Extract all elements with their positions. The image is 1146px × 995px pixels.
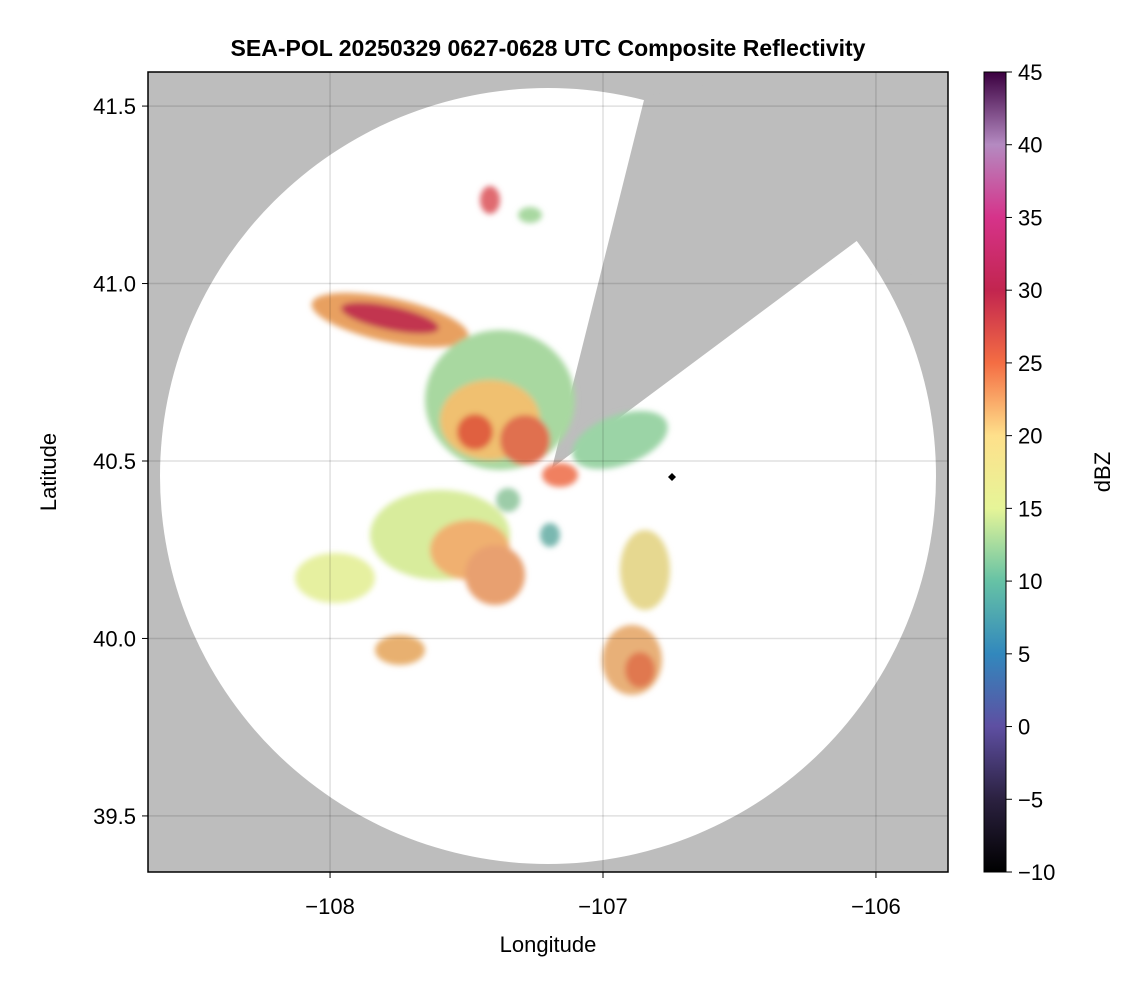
colorbar-tick-label: 35 (1018, 205, 1042, 230)
colorbar-tick-label: 45 (1018, 60, 1042, 85)
echo (375, 635, 425, 665)
radar-site (668, 473, 676, 481)
colorbar-label: dBZ (1090, 452, 1115, 492)
echo (500, 415, 550, 465)
colorbar (983, 71, 1007, 873)
plot-frame (147, 71, 949, 873)
echoes (295, 186, 670, 695)
x-tick-label: −108 (305, 894, 355, 919)
colorbar-tick-label: 40 (1018, 133, 1042, 158)
colorbar-tick-label: −5 (1018, 787, 1043, 812)
y-tick-label: 39.5 (93, 804, 136, 829)
colorbar-tick-label: 20 (1018, 424, 1042, 449)
echo (496, 488, 520, 512)
x-tick-label: −107 (578, 894, 628, 919)
blocked-sector (552, 72, 948, 468)
echo (542, 463, 578, 487)
y-tick-label: 40.0 (93, 626, 136, 651)
echo (572, 410, 668, 470)
echo (620, 530, 670, 610)
chart-title: SEA-POL 20250329 0627-0628 UTC Composite… (231, 35, 866, 61)
colorbar-tick-label: 15 (1018, 496, 1042, 521)
echo (457, 414, 493, 450)
colorbar-tick-label: −10 (1018, 860, 1055, 885)
echo (480, 186, 500, 214)
y-tick-label: 41.5 (93, 94, 136, 119)
x-tick-label: −106 (851, 894, 901, 919)
echo (540, 523, 560, 547)
colorbar-tick-label: 5 (1018, 642, 1030, 667)
colorbar-tick-label: 10 (1018, 569, 1042, 594)
x-axis-label: Longitude (500, 932, 597, 957)
echo (625, 652, 655, 688)
y-tick-label: 40.5 (93, 449, 136, 474)
y-axis-label: Latitude (36, 433, 61, 511)
echo (341, 302, 439, 334)
colorbar-tick-label: 25 (1018, 351, 1042, 376)
colorbar-tick-label: 30 (1018, 278, 1042, 303)
echo (465, 545, 525, 605)
radar-field (160, 72, 948, 864)
echo (518, 207, 542, 223)
y-tick-label: 41.0 (93, 272, 136, 297)
echo (295, 553, 375, 603)
colorbar-tick-label: 0 (1018, 715, 1030, 740)
